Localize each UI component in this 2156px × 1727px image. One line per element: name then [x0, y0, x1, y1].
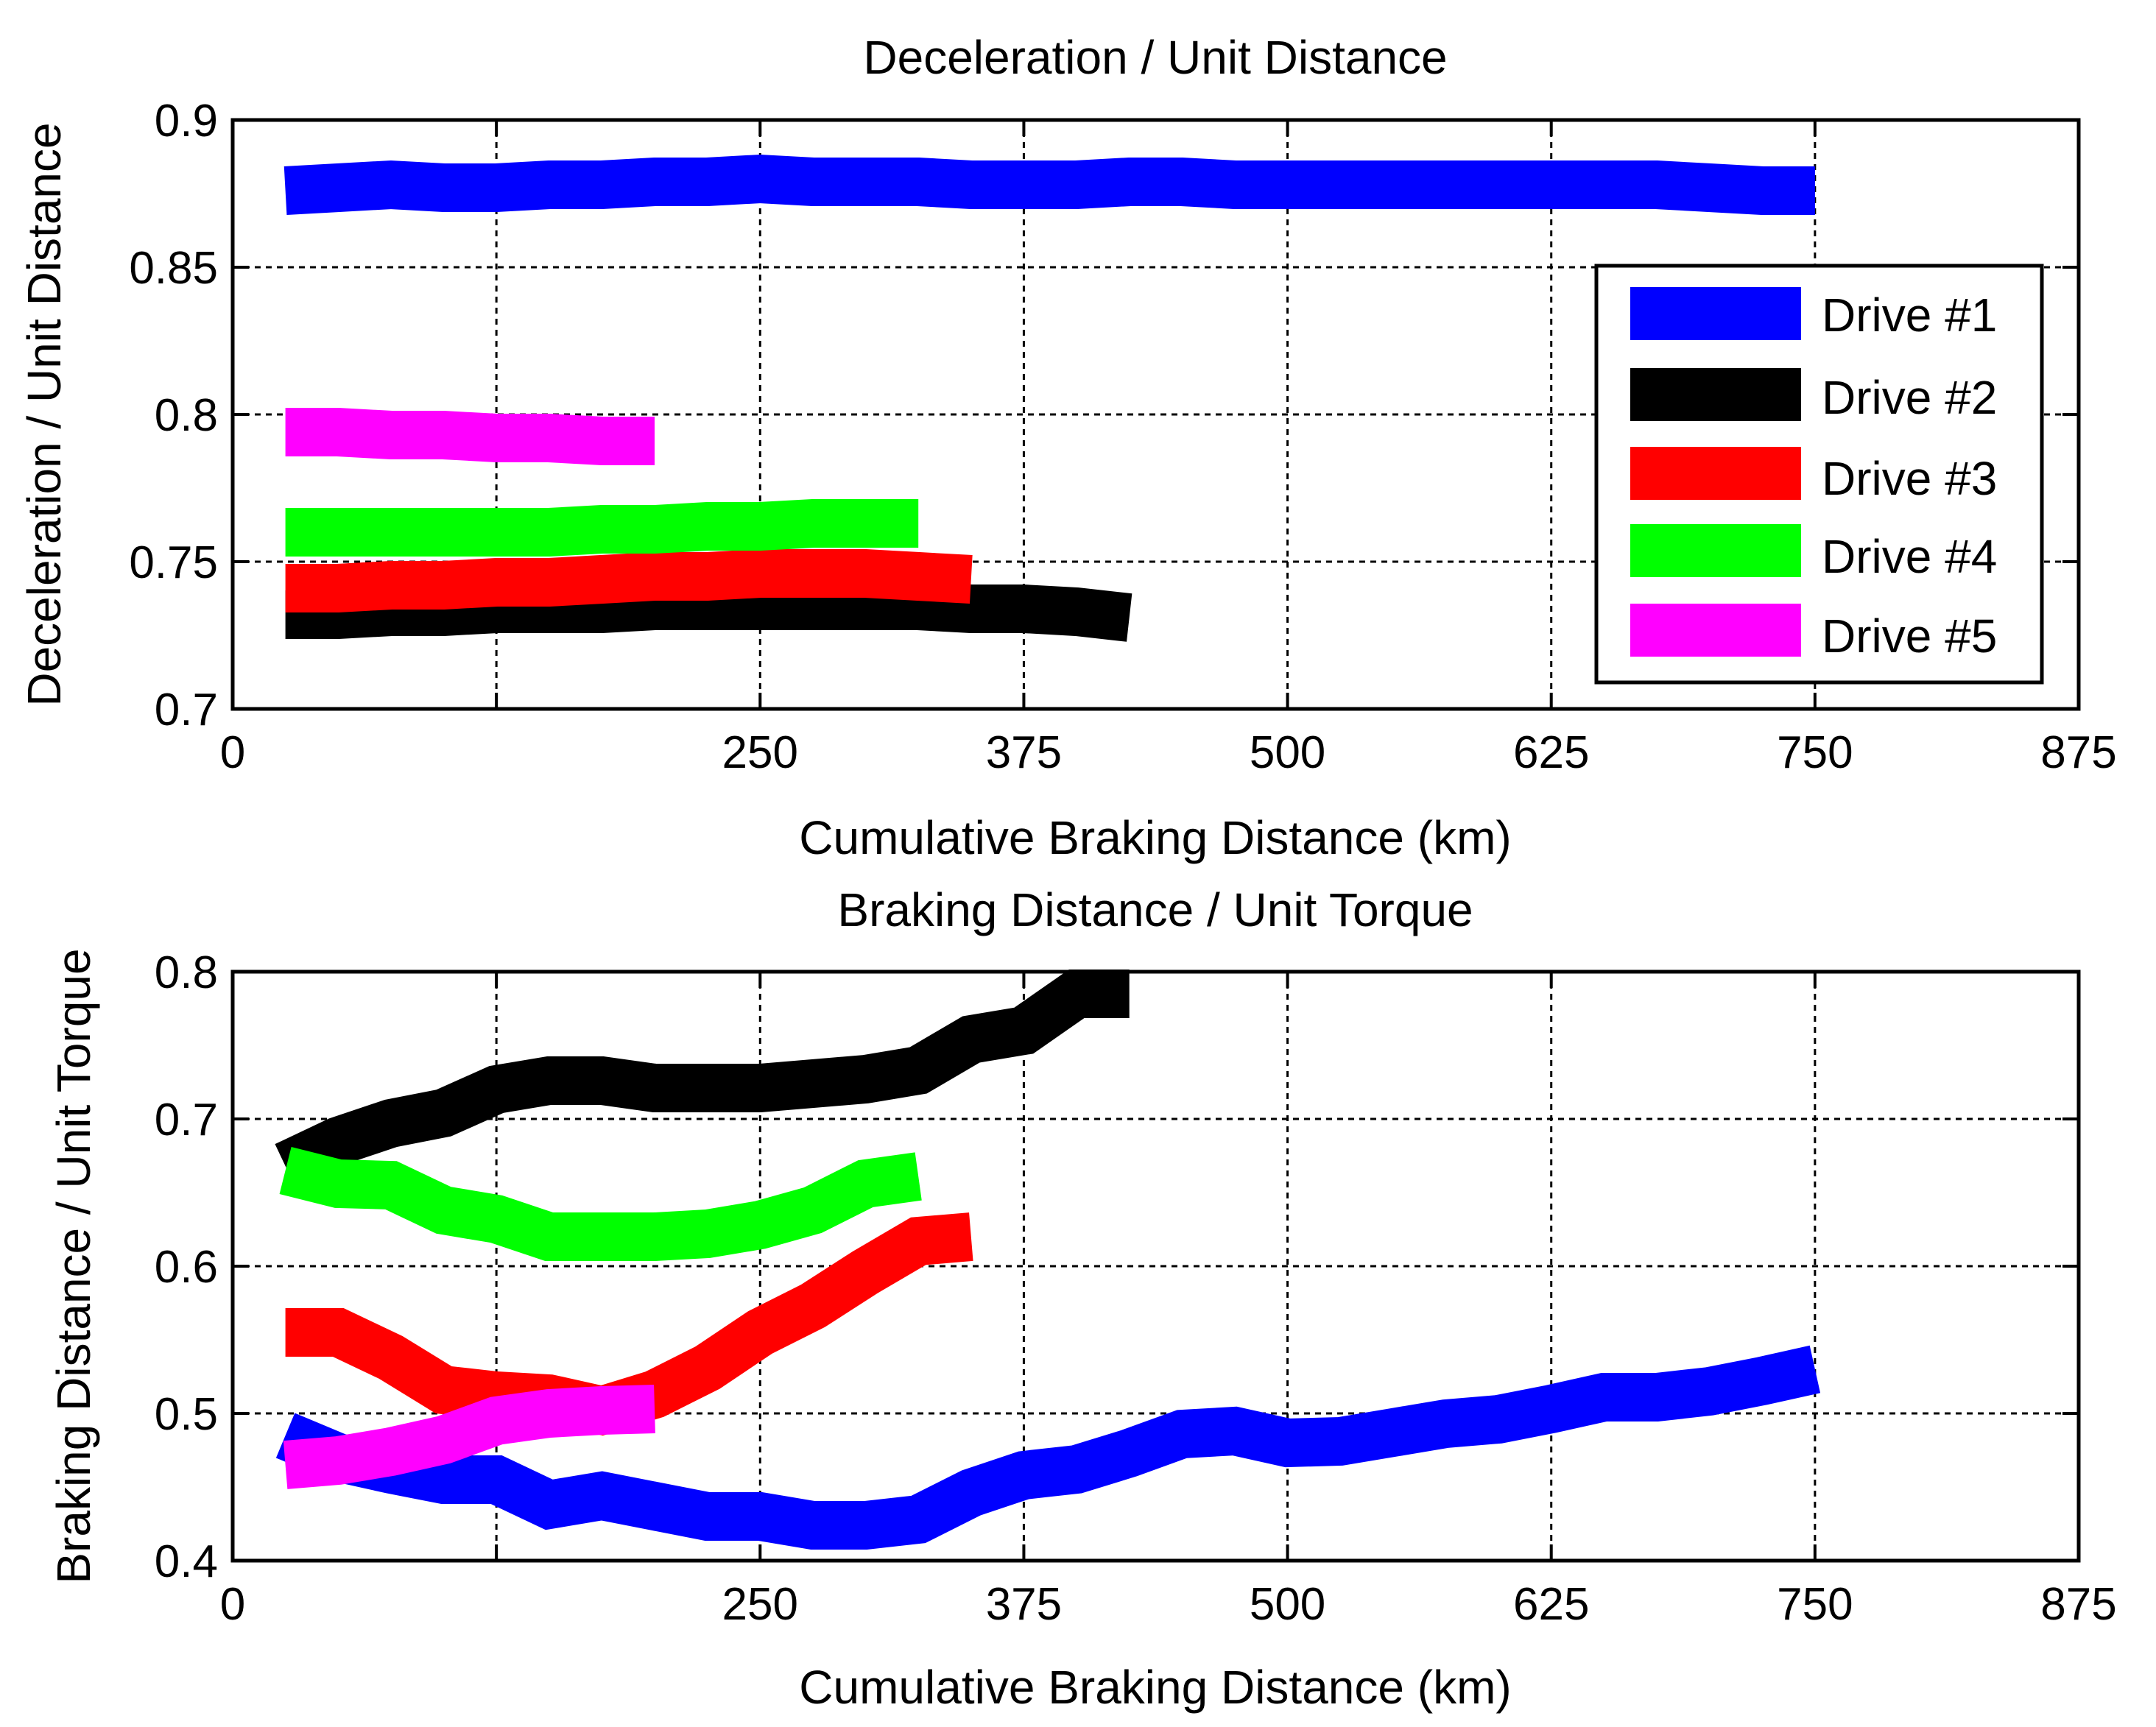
legend-swatch-drive-2	[1630, 368, 1801, 421]
top-series-line-drive-5	[285, 408, 655, 465]
top-y-tick-label: 0.7	[155, 685, 218, 735]
bottom-x-tick-label: 250	[722, 1579, 798, 1630]
bottom-series-line-drive-5	[283, 1385, 655, 1489]
top-x-tick-label: 375	[986, 727, 1062, 778]
top-x-tick-label: 625	[1513, 727, 1589, 778]
top-x-tick-label: 0	[220, 727, 245, 778]
legend-label-drive-4: Drive #4	[1822, 530, 1997, 583]
legend-swatch-drive-4	[1630, 524, 1801, 577]
bottom-x-tick-label: 500	[1250, 1579, 1325, 1630]
legend-swatch-drive-3	[1630, 447, 1801, 500]
top-x-tick-label: 250	[722, 727, 798, 778]
top-x-tick-label: 875	[2040, 727, 2116, 778]
top-x-tick-label: 500	[1250, 727, 1325, 778]
top-series-line-drive-3	[285, 549, 973, 612]
top-y-tick-label: 0.8	[155, 390, 218, 441]
legend-label-drive-2: Drive #2	[1822, 371, 1997, 424]
top-y-tick-label: 0.85	[129, 243, 218, 294]
top-series	[283, 154, 1815, 642]
legend-label-drive-1: Drive #1	[1822, 289, 1997, 342]
top-series-line-drive-1	[283, 154, 1815, 215]
legend-swatch-drive-1	[1630, 287, 1801, 340]
bottom-y-axis-label: Braking Distance / Unit Torque	[47, 948, 100, 1583]
top-y-tick-label: 0.9	[155, 96, 218, 146]
top-chart-title: Deceleration / Unit Distance	[863, 31, 1447, 84]
bottom-series-line-drive-2	[275, 970, 1130, 1188]
bottom-x-tick-label: 0	[220, 1579, 245, 1630]
bottom-y-tick-label: 0.8	[155, 947, 218, 998]
bottom-series-line-drive-1	[275, 1345, 1821, 1550]
bottom-x-tick-label: 625	[1513, 1579, 1589, 1630]
bottom-chart-title: Braking Distance / Unit Torque	[837, 883, 1473, 936]
legend-label-drive-3: Drive #3	[1822, 452, 1997, 505]
bottom-x-tick-label: 375	[986, 1579, 1062, 1630]
legend: Drive #1 Drive #2 Drive #3 Drive #4 Driv…	[1594, 264, 2044, 685]
bottom-y-tick-label: 0.5	[155, 1389, 218, 1440]
bottom-x-tick-label: 875	[2040, 1579, 2116, 1630]
top-x-tick-label: 750	[1777, 727, 1853, 778]
bottom-x-axis-label: Cumulative Braking Distance (km)	[799, 1661, 1511, 1714]
bottom-series	[275, 970, 1821, 1550]
bottom-y-tick-label: 0.4	[155, 1536, 218, 1587]
top-series-line-drive-2	[285, 582, 1132, 642]
top-y-tick-label: 0.75	[129, 537, 218, 588]
bottom-ticks: 0 250 375 500 625 750 875 0.4 0.5 0.6 0.7 0.8	[155, 947, 2117, 1630]
bottom-y-tick-label: 0.7	[155, 1095, 218, 1145]
legend-swatch-drive-5	[1630, 604, 1801, 657]
top-y-axis-label: Deceleration / Unit Distance	[18, 122, 71, 706]
legend-label-drive-5: Drive #5	[1822, 610, 1997, 663]
bottom-series-line-drive-4	[279, 1146, 922, 1261]
top-ticks: 0 250 375 500 625 750 875 0.7 0.75 0.8 0.85 0.9	[129, 96, 2116, 778]
top-x-axis-label: Cumulative Braking Distance (km)	[799, 811, 1511, 864]
chart-top: 0 250 375 500 625 750 875 0.7 0.75 0.8 0.85 0.9 Dec…	[18, 31, 2117, 864]
top-series-line-drive-4	[285, 499, 919, 557]
bottom-y-tick-label: 0.6	[155, 1242, 218, 1293]
bottom-x-tick-label: 750	[1777, 1579, 1853, 1630]
chart-bottom: 0 250 375 500 625 750 875 0.4 0.5 0.6 0.7 0.8 Braki…	[47, 883, 2117, 1714]
